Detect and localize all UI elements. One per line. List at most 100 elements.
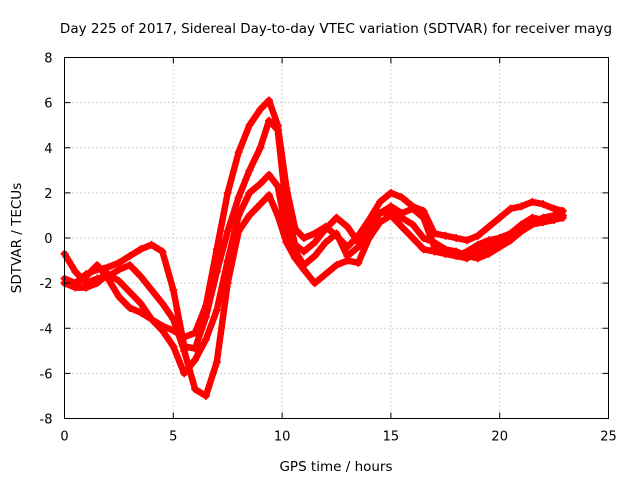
data-point bbox=[397, 193, 406, 202]
data-point bbox=[212, 306, 221, 315]
data-point bbox=[114, 265, 123, 274]
data-point bbox=[484, 249, 493, 258]
data-point bbox=[495, 243, 504, 252]
data-point bbox=[310, 252, 319, 261]
x-tick-label: 10 bbox=[274, 430, 291, 445]
data-point bbox=[332, 261, 341, 270]
data-point bbox=[234, 227, 243, 236]
data-point bbox=[104, 263, 113, 272]
data-point bbox=[158, 247, 167, 256]
data-point bbox=[517, 202, 526, 211]
data-point bbox=[71, 283, 80, 292]
x-tick-label: 25 bbox=[600, 430, 617, 445]
data-point bbox=[558, 211, 567, 220]
series-track-1 bbox=[60, 96, 567, 342]
data-point bbox=[234, 211, 243, 220]
data-point bbox=[104, 272, 113, 281]
series-group bbox=[60, 96, 567, 400]
data-point bbox=[125, 288, 134, 297]
data-point bbox=[473, 247, 482, 256]
data-point bbox=[234, 148, 243, 157]
data-point bbox=[223, 227, 232, 236]
data-point bbox=[463, 247, 472, 256]
y-tick-label: 0 bbox=[44, 232, 52, 247]
data-point bbox=[245, 166, 254, 175]
data-point bbox=[452, 234, 461, 242]
data-point bbox=[506, 204, 515, 213]
data-point bbox=[299, 265, 308, 274]
y-tick-label: 8 bbox=[44, 52, 52, 67]
data-point bbox=[71, 267, 80, 276]
data-point bbox=[169, 342, 178, 351]
data-point bbox=[397, 222, 406, 231]
data-point bbox=[332, 213, 341, 222]
data-point bbox=[365, 222, 374, 231]
data-point bbox=[265, 116, 274, 125]
data-point bbox=[265, 96, 274, 105]
data-point bbox=[273, 182, 282, 191]
data-point bbox=[82, 279, 91, 288]
chart-title: Day 225 of 2017, Sidereal Day-to-day VTE… bbox=[60, 21, 612, 37]
data-point bbox=[343, 256, 352, 265]
data-point bbox=[321, 270, 330, 279]
data-point bbox=[273, 125, 282, 134]
data-point bbox=[158, 326, 167, 335]
data-point bbox=[256, 143, 265, 152]
y-axis-label: SDTVAR / TECUs bbox=[9, 183, 25, 293]
data-point bbox=[299, 234, 308, 242]
x-axis: 0 5 10 15 20 25 bbox=[60, 57, 617, 445]
data-point bbox=[376, 209, 385, 218]
data-point bbox=[245, 211, 254, 220]
data-point bbox=[539, 213, 548, 222]
data-point bbox=[484, 236, 493, 245]
y-tick-label: -2 bbox=[40, 277, 53, 292]
data-point bbox=[354, 258, 363, 267]
y-tick-label: -4 bbox=[40, 322, 53, 337]
data-point bbox=[114, 276, 123, 285]
data-point bbox=[310, 238, 319, 247]
data-point bbox=[169, 285, 178, 294]
data-point bbox=[191, 385, 200, 394]
x-tick-label: 15 bbox=[383, 430, 400, 445]
data-point bbox=[528, 218, 537, 227]
data-point bbox=[256, 105, 265, 114]
data-point bbox=[463, 236, 472, 245]
data-point bbox=[93, 265, 102, 274]
data-point bbox=[365, 234, 374, 242]
data-point bbox=[147, 285, 156, 294]
data-point bbox=[408, 204, 417, 213]
series-line bbox=[61, 117, 567, 352]
data-point bbox=[408, 220, 417, 229]
data-point bbox=[169, 315, 178, 324]
data-point bbox=[506, 229, 515, 238]
data-point bbox=[223, 188, 232, 197]
data-point bbox=[125, 261, 134, 270]
data-point bbox=[114, 258, 123, 267]
x-tick-label: 5 bbox=[169, 430, 177, 445]
data-point bbox=[201, 335, 210, 344]
data-point bbox=[180, 346, 189, 355]
data-point bbox=[191, 355, 200, 364]
data-point bbox=[223, 279, 232, 288]
data-point bbox=[343, 222, 352, 231]
y-tick-label: -8 bbox=[40, 413, 53, 428]
data-point bbox=[256, 179, 265, 188]
data-point bbox=[82, 270, 91, 279]
data-point bbox=[201, 312, 210, 321]
data-point bbox=[539, 200, 548, 209]
x-tick-label: 0 bbox=[60, 430, 68, 445]
data-point bbox=[441, 249, 450, 258]
data-point bbox=[125, 303, 134, 312]
y-tick-label: 2 bbox=[44, 187, 52, 202]
data-point bbox=[147, 315, 156, 324]
data-point bbox=[245, 188, 254, 197]
data-point bbox=[282, 238, 291, 247]
data-point bbox=[321, 224, 330, 233]
data-point bbox=[125, 252, 134, 261]
data-point bbox=[299, 247, 308, 256]
data-point bbox=[265, 191, 274, 200]
data-point bbox=[528, 197, 537, 206]
data-point bbox=[419, 245, 428, 254]
data-point bbox=[484, 222, 493, 231]
